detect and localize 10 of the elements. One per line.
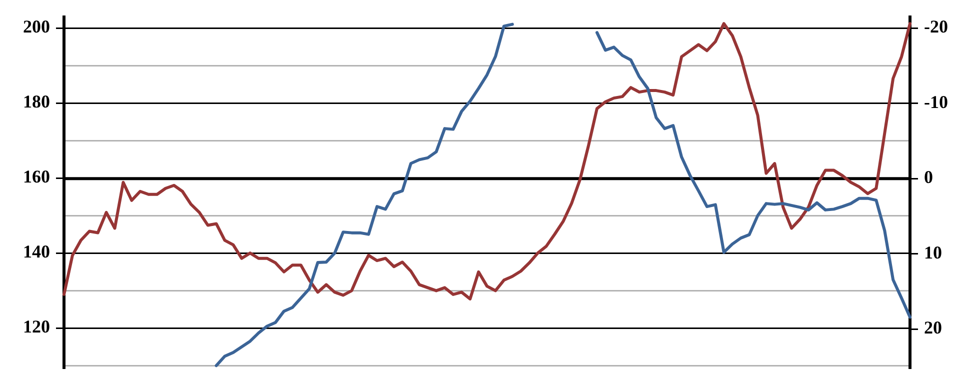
y-tick-label: 200	[23, 16, 50, 37]
y-tick-label: 140	[23, 242, 50, 262]
y-tick-label: 180	[23, 92, 50, 112]
y-tick-label: 120	[23, 316, 50, 337]
y2-tick-label: -20	[924, 16, 948, 37]
y2-tick-label: 0	[924, 167, 933, 188]
y2-tick-label: 10	[924, 242, 942, 262]
y-tick-label: 160	[23, 166, 50, 187]
y2-tick-label: 20	[924, 318, 942, 338]
y2-tick-label: -10	[924, 92, 948, 112]
